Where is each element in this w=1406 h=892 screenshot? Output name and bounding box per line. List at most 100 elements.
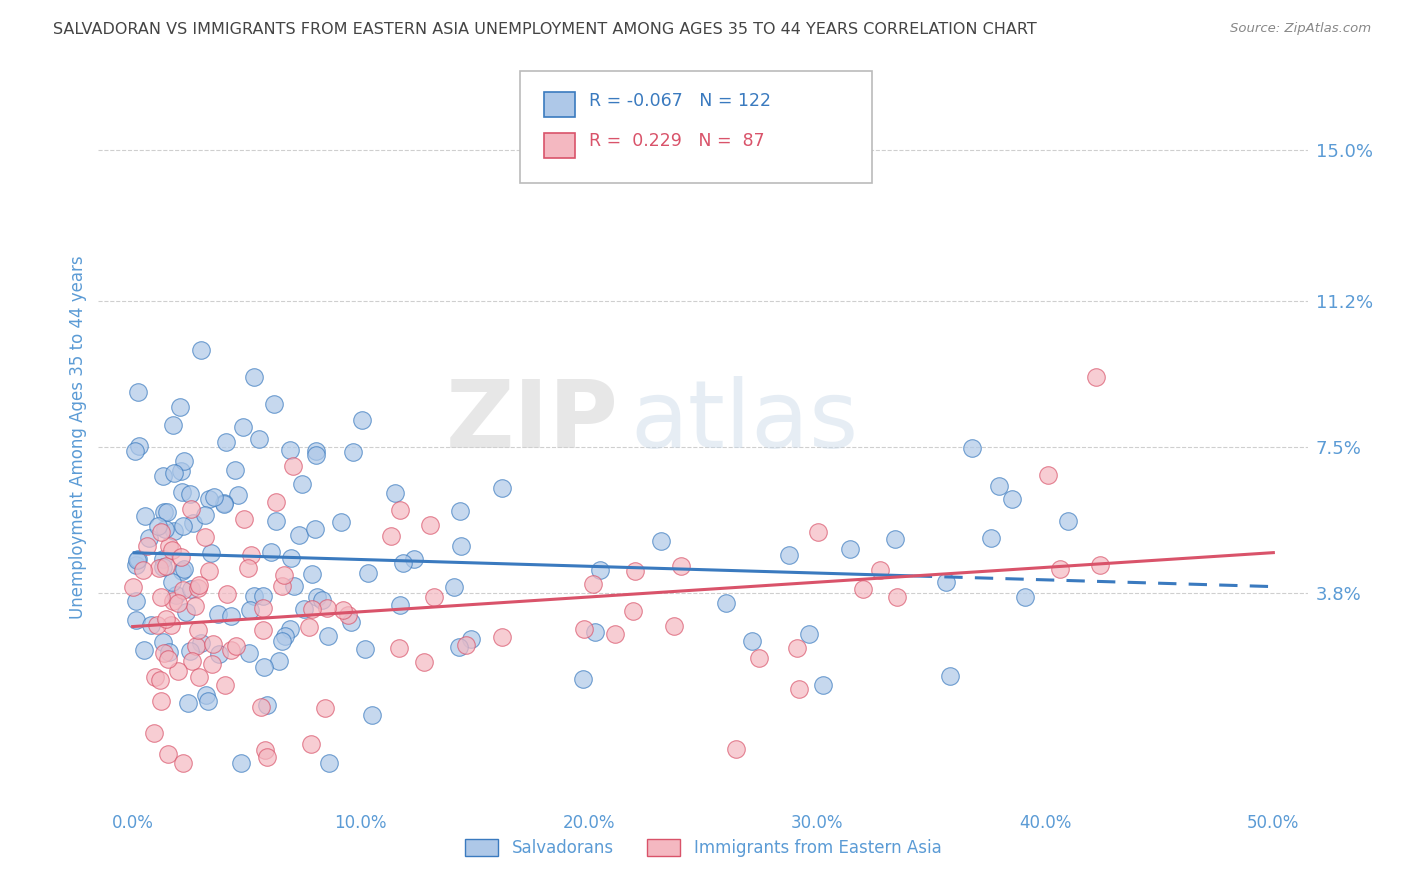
- Point: [212, 496, 235, 510]
- Point: [662, 619, 685, 633]
- Point: [197, 564, 219, 578]
- Point: [180, 501, 202, 516]
- Point: [148, 560, 170, 574]
- Point: [299, 737, 322, 751]
- Point: [288, 528, 311, 542]
- Point: [212, 498, 235, 512]
- Point: [252, 589, 274, 603]
- Point: [170, 565, 193, 579]
- Point: [605, 626, 627, 640]
- Point: [869, 563, 891, 577]
- Point: [214, 678, 236, 692]
- Point: [152, 552, 174, 566]
- Point: [160, 618, 183, 632]
- Point: [301, 567, 323, 582]
- Point: [170, 464, 193, 478]
- Point: [316, 629, 339, 643]
- Point: [460, 632, 482, 646]
- Point: [181, 516, 204, 531]
- Point: [283, 579, 305, 593]
- Point: [392, 556, 415, 570]
- Text: R =  0.229   N =  87: R = 0.229 N = 87: [589, 132, 765, 150]
- Point: [1088, 558, 1111, 572]
- Point: [839, 541, 862, 556]
- Point: [852, 582, 875, 596]
- Point: [162, 466, 184, 480]
- Point: [384, 486, 406, 500]
- Point: [138, 531, 160, 545]
- Text: Source: ZipAtlas.com: Source: ZipAtlas.com: [1230, 22, 1371, 36]
- Point: [162, 593, 184, 607]
- Point: [340, 615, 363, 629]
- Text: R = -0.067   N = 122: R = -0.067 N = 122: [589, 92, 770, 110]
- Point: [160, 575, 183, 590]
- Point: [231, 756, 253, 771]
- Point: [125, 594, 148, 608]
- Point: [337, 608, 360, 623]
- Point: [155, 611, 177, 625]
- Point: [283, 458, 305, 473]
- Point: [454, 639, 477, 653]
- Point: [146, 618, 169, 632]
- Point: [402, 552, 425, 566]
- Point: [156, 505, 179, 519]
- Point: [149, 673, 172, 687]
- Point: [167, 664, 190, 678]
- Point: [243, 589, 266, 603]
- Point: [197, 693, 219, 707]
- Point: [166, 596, 188, 610]
- Point: [1014, 590, 1036, 604]
- Point: [278, 622, 301, 636]
- Point: [132, 643, 155, 657]
- Point: [650, 533, 672, 548]
- Point: [240, 548, 263, 562]
- Point: [232, 512, 254, 526]
- Point: [353, 641, 375, 656]
- Point: [315, 600, 337, 615]
- Point: [127, 552, 149, 566]
- Point: [301, 601, 323, 615]
- Point: [574, 622, 596, 636]
- Point: [419, 517, 441, 532]
- Point: [352, 412, 374, 426]
- Point: [243, 369, 266, 384]
- Point: [314, 700, 336, 714]
- Point: [194, 530, 217, 544]
- Point: [491, 631, 513, 645]
- Point: [181, 654, 204, 668]
- Text: atlas: atlas: [630, 376, 859, 468]
- Point: [797, 626, 820, 640]
- Point: [669, 559, 692, 574]
- Point: [389, 502, 412, 516]
- Point: [787, 682, 810, 697]
- Point: [143, 725, 166, 739]
- Text: SALVADORAN VS IMMIGRANTS FROM EASTERN ASIA UNEMPLOYMENT AMONG AGES 35 TO 44 YEAR: SALVADORAN VS IMMIGRANTS FROM EASTERN AS…: [53, 22, 1038, 37]
- Point: [883, 532, 905, 546]
- Point: [204, 491, 226, 505]
- Point: [152, 560, 174, 574]
- Point: [125, 558, 148, 572]
- Point: [778, 548, 800, 562]
- Point: [136, 539, 159, 553]
- Point: [217, 587, 239, 601]
- Point: [219, 608, 242, 623]
- Point: [388, 640, 411, 655]
- Point: [252, 624, 274, 638]
- Point: [172, 583, 194, 598]
- Point: [748, 651, 770, 665]
- Point: [188, 578, 211, 592]
- Point: [1085, 370, 1108, 384]
- Point: [280, 550, 302, 565]
- Point: [252, 600, 274, 615]
- Point: [143, 670, 166, 684]
- Point: [273, 629, 295, 643]
- Point: [412, 655, 434, 669]
- Point: [624, 565, 647, 579]
- Point: [200, 546, 222, 560]
- Point: [169, 549, 191, 564]
- Point: [318, 756, 340, 771]
- Point: [267, 654, 290, 668]
- Point: [332, 603, 354, 617]
- Point: [305, 444, 328, 458]
- Point: [886, 590, 908, 604]
